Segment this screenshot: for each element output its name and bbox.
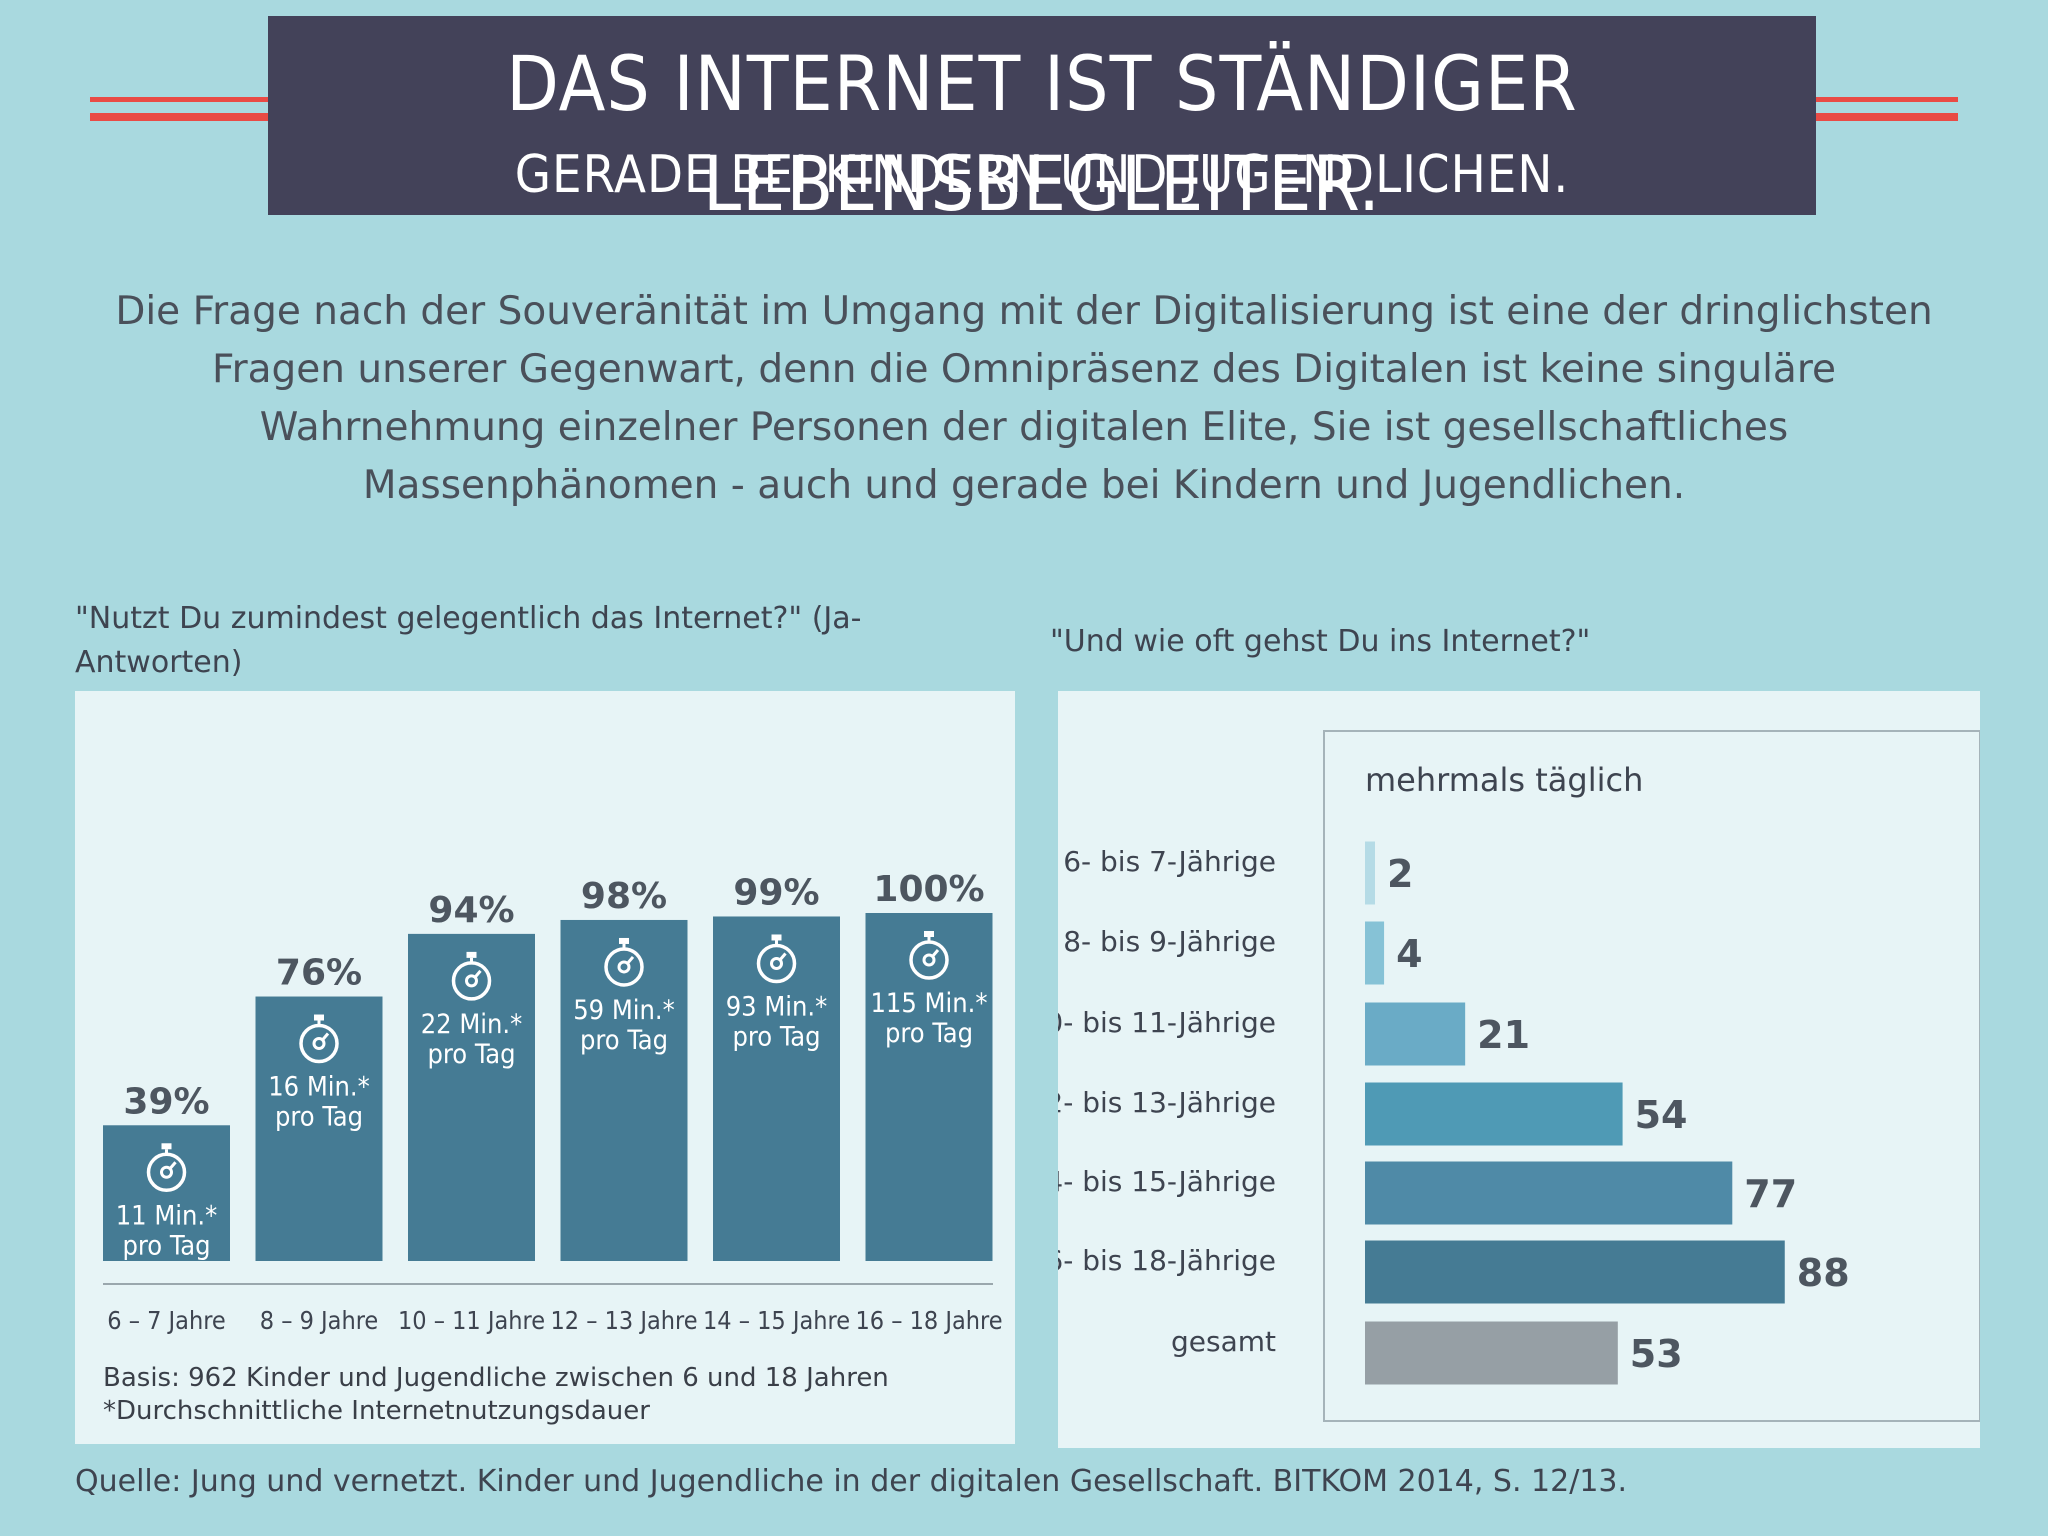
category-label: 10- bis 11-Jährige [1058,1006,1276,1039]
intro-line: Die Frage nach der Souveränität im Umgan… [115,289,1933,334]
data-label: 100% [873,869,984,910]
bar [1365,1082,1623,1146]
minutes-label: 11 Min.* [116,1200,218,1231]
frequency-chart-panel: mehrmals täglich 2 6- bis 7-Jährige 4 8- bis… [1058,691,1980,1448]
minutes-label: 59 Min.* [573,995,675,1026]
minutes-label: 22 Min.* [421,1009,523,1040]
series-label: mehrmals täglich [1365,761,1643,799]
tick-label: 12 – 13 Jahre [550,1306,697,1335]
category-label: 6- bis 7-Jährige [1063,845,1276,878]
page-title: DAS INTERNET IST STÄNDIGER LEBENSBEGLEIT… [506,39,1578,228]
basis-note: Basis: 962 Kinder und Jugendliche zwisch… [103,1363,889,1393]
bar [1365,1240,1785,1304]
stopwatch-icon [299,1014,339,1064]
title-banner: DAS INTERNET IST STÄNDIGER LEBENSBEGLEIT… [268,16,1816,228]
tick-label: 14 – 15 Jahre [703,1306,850,1335]
right-chart-question: "Und wie oft gehst Du ins Internet?" [1050,624,1591,659]
data-label: 21 [1477,1013,1530,1057]
per-day-label: pro Tag [275,1102,363,1133]
minutes-label: 115 Min.* [870,988,987,1019]
frequency-bar-chart: mehrmals täglich 2 6- bis 7-Jährige 4 8- bis… [1058,730,1980,1422]
data-label: 76% [276,953,362,994]
usage-chart-panel: 39% 11 Min.* pro Tag 6 – 7 Jahre 76% 16 Min.*… [75,691,1015,1444]
stopwatch-icon [604,937,644,987]
tick-label: 10 – 11 Jahre [398,1306,545,1335]
per-day-label: pro Tag [122,1230,210,1261]
per-day-label: pro Tag [580,1025,668,1056]
per-day-label: pro Tag [427,1039,515,1070]
minutes-label: 16 Min.* [268,1072,370,1103]
data-label: 4 [1396,932,1422,976]
bar [408,933,535,1261]
data-label: 53 [1630,1332,1683,1376]
stopwatch-icon [909,931,949,980]
category-label: 8- bis 9-Jährige [1063,925,1276,958]
stopwatch-icon [146,1143,187,1193]
data-label: 88 [1797,1251,1850,1295]
left-question-line: "Nutzt Du zumindest gelegentlich das Int… [75,601,862,636]
bar [713,916,840,1261]
bar [865,913,993,1261]
data-label: 98% [581,876,667,917]
left-red-rule [90,97,270,121]
left-question-line: Antworten) [75,645,243,680]
bar [1365,1321,1618,1385]
per-day-label: pro Tag [732,1021,820,1052]
footnote-duration: *Durchschnittliche Internetnutzungsdauer [103,1396,650,1426]
minutes-label: 93 Min.* [726,991,828,1022]
category-label: gesamt [1171,1325,1276,1358]
intro-line: Fragen unserer Gegenwart, denn die Omnip… [211,347,1837,392]
bar [1365,841,1375,905]
tick-label: 6 – 7 Jahre [107,1306,225,1335]
category-label: 16- bis 18-Jährige [1058,1244,1276,1277]
right-red-rule [1814,97,1958,121]
plot-frame [1323,730,1980,1422]
data-label: 94% [428,890,514,931]
data-label: 54 [1635,1093,1688,1137]
tick-label: 16 – 18 Jahre [855,1306,1002,1335]
stopwatch-icon [756,934,797,984]
data-label: 2 [1387,852,1413,896]
page-subtitle: GERADE BEI KINDERN UND JUGENDLICHEN. [514,145,1570,205]
source-citation: Quelle: Jung und vernetzt. Kinder und Ju… [75,1464,1628,1499]
intro-text: Die Frage nach der Souveränität im Umgan… [80,283,1968,515]
bar [1365,1002,1466,1066]
stopwatch-icon [451,951,492,1001]
bar [1365,921,1385,985]
bar [560,919,688,1261]
category-label: 12- bis 13-Jährige [1058,1086,1276,1119]
intro-line: Massenphänomen - auch und gerade bei Kin… [362,463,1686,508]
per-day-label: pro Tag [885,1018,973,1049]
data-label: 99% [733,872,819,913]
category-label: 14- bis 15-Jährige [1058,1165,1276,1198]
tick-label: 8 – 9 Jahre [260,1306,378,1335]
intro-line: Wahrnehmung einzelner Personen der digit… [259,405,1789,450]
bar [1365,1161,1733,1225]
bar [255,996,383,1261]
data-label: 39% [123,1081,209,1122]
left-chart-question: "Nutzt Du zumindest gelegentlich das Int… [75,597,895,685]
data-label: 77 [1744,1172,1797,1216]
